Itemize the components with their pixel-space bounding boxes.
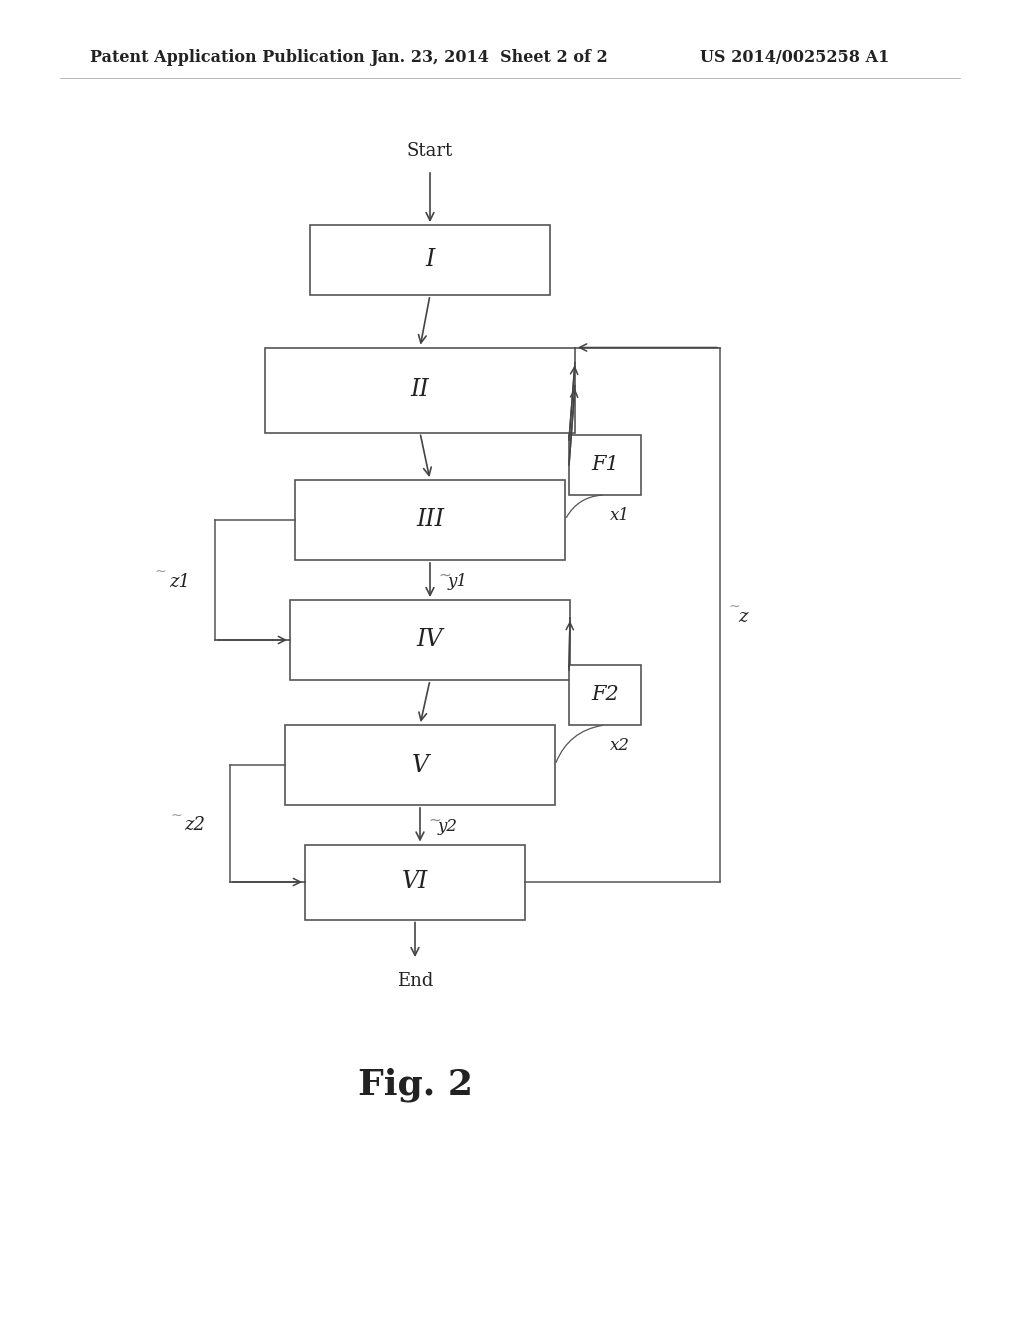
- Text: z1: z1: [169, 573, 190, 591]
- Text: US 2014/0025258 A1: US 2014/0025258 A1: [700, 49, 890, 66]
- Text: Jan. 23, 2014  Sheet 2 of 2: Jan. 23, 2014 Sheet 2 of 2: [370, 49, 608, 66]
- Text: Patent Application Publication: Patent Application Publication: [90, 49, 365, 66]
- Text: ~: ~: [428, 812, 440, 828]
- Bar: [285, 725, 555, 805]
- Bar: [310, 224, 550, 294]
- Text: F1: F1: [591, 455, 618, 474]
- Text: y1: y1: [449, 573, 468, 590]
- Text: x2: x2: [610, 737, 630, 754]
- Text: V: V: [412, 754, 428, 776]
- Text: F2: F2: [591, 685, 618, 705]
- Bar: [305, 845, 525, 920]
- Text: I: I: [425, 248, 434, 272]
- Text: z: z: [738, 607, 748, 626]
- Text: ~: ~: [438, 568, 451, 582]
- Text: End: End: [397, 972, 433, 990]
- Bar: [290, 601, 570, 680]
- Bar: [569, 436, 641, 495]
- Bar: [569, 665, 641, 725]
- Text: Fig. 2: Fig. 2: [357, 1068, 472, 1102]
- Text: x1: x1: [610, 507, 630, 524]
- Bar: [265, 347, 575, 433]
- Text: ~: ~: [155, 565, 167, 579]
- Text: y2: y2: [438, 818, 458, 836]
- Bar: [295, 480, 565, 560]
- Text: Start: Start: [407, 143, 454, 160]
- Text: ~: ~: [728, 599, 739, 614]
- Text: IV: IV: [417, 628, 443, 652]
- Text: II: II: [411, 379, 429, 401]
- Text: VI: VI: [401, 870, 428, 894]
- Text: ~: ~: [170, 808, 181, 822]
- Text: z2: z2: [184, 817, 205, 834]
- Text: III: III: [416, 508, 444, 532]
